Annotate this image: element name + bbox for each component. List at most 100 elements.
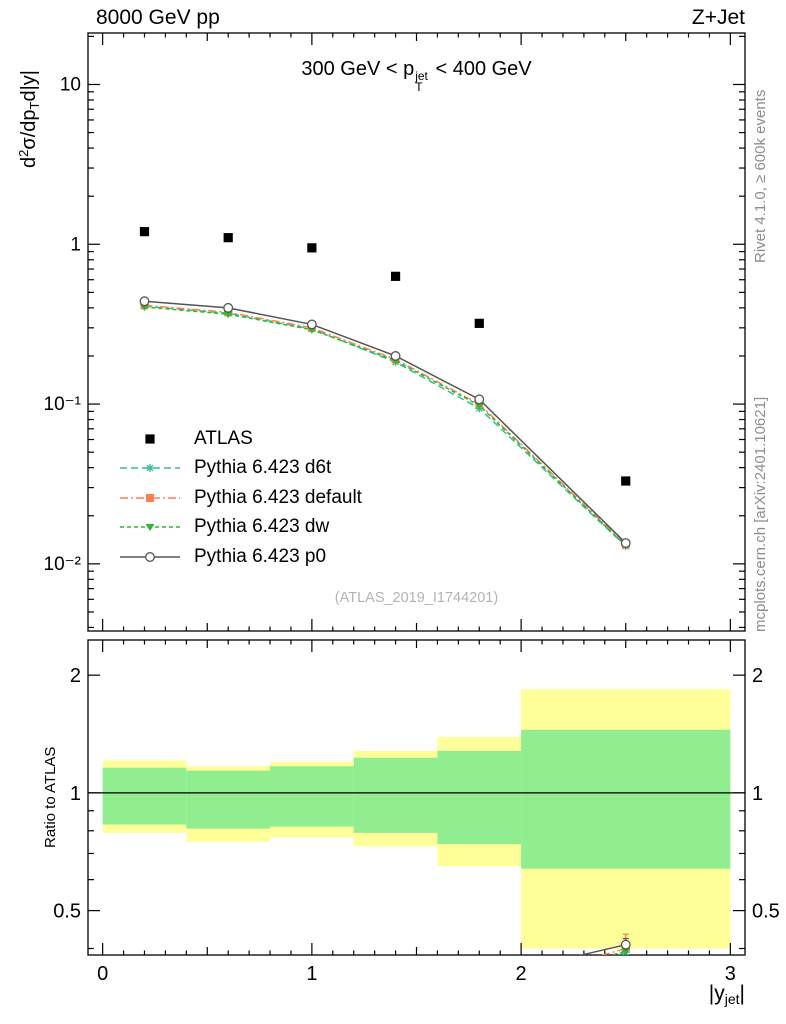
data-marker-triangle-down [140, 974, 149, 981]
data-marker-triangle-down [139, 304, 149, 312]
data-marker-circle-open [391, 983, 400, 992]
xlabel-pre: |y [708, 982, 725, 1005]
data-marker-square [307, 243, 317, 253]
ratio-line-pythia-6-423-p0 [578, 944, 626, 955]
series-line-pythia-6-423-dw [144, 306, 627, 547]
uncertainty-band-green [437, 750, 522, 845]
main-y-axis-label: d2σ/dpTd|y| [16, 70, 42, 168]
data-marker-triangle-down [224, 977, 233, 984]
data-marker-square [224, 972, 232, 980]
mcplots-arxiv-note: mcplots.cern.ch [arXiv:2401.10621] [752, 396, 769, 632]
legend-label-dw: Pythia 6.423 dw [194, 516, 330, 538]
uncertainty-band-green [270, 766, 354, 827]
data-marker-circle-open [620, 538, 631, 548]
data-marker-triangle-down [391, 996, 400, 1003]
ratio-y-axis-label: Ratio to ATLAS [42, 746, 59, 848]
data-marker-square [474, 318, 484, 328]
data-marker-circle-open [224, 960, 233, 969]
series-line-pythia-6-423-p0 [144, 300, 627, 544]
data-marker-triangle-down [223, 311, 233, 319]
ratio-y-tick-label-left: 0.5 [53, 901, 81, 923]
data-marker-square [140, 969, 148, 977]
data-marker-star [392, 999, 400, 1007]
ylabel-mid: σ/dp [18, 109, 40, 150]
x-tick-label: 1 [306, 963, 317, 985]
ratio-series-group [140, 933, 631, 1007]
cut-title-pre: 300 GeV < p [301, 58, 415, 80]
ratio-y-tick-label-right: 0.5 [752, 901, 780, 923]
x-tick-label: 0 [97, 963, 108, 985]
data-marker-star [146, 464, 154, 473]
cut-title-sub: T [415, 80, 423, 95]
legend-label-default: Pythia 6.423 default [194, 486, 362, 508]
x-tick-label: 2 [516, 963, 527, 985]
ylabel-post: d|y| [18, 70, 40, 102]
main-y-tick-label: 10⁻¹ [44, 394, 82, 415]
legend-sample-default-icon [120, 493, 180, 502]
data-marker-circle-open [145, 551, 155, 562]
data-marker-square [475, 986, 483, 994]
data-marker-circle-open [475, 975, 484, 984]
ratio-y-tick-label-right: 2 [752, 665, 763, 687]
legend-row-default: Pythia 6.423 default [118, 483, 362, 513]
ratio-line-pythia-6-423-d6t [615, 951, 626, 955]
xlabel-sub: jet [724, 991, 740, 1007]
data-marker-circle-open [306, 319, 317, 330]
ratio-bands [102, 689, 731, 949]
analysis-id-watermark: (ATLAS_2019_I1744201) [334, 590, 499, 606]
uncertainty-band-green [102, 767, 187, 825]
ylabel-sup: 2 [16, 149, 31, 157]
main-y-tick-label: 1 [70, 234, 81, 255]
legend-label-atlas: ATLAS [194, 427, 253, 449]
data-marker-square [223, 233, 233, 243]
cut-title: 300 GeV < p jet T < 400 GeV [88, 58, 745, 94]
pt-jet-stack: jet T [415, 69, 428, 95]
data-marker-triangle-down [475, 991, 484, 998]
data-marker-square [139, 227, 150, 237]
main-y-tick-label: 10 [60, 74, 81, 95]
cut-title-post: < 400 GeV [429, 58, 532, 80]
data-marker-star [308, 988, 316, 996]
data-marker-square [390, 271, 401, 281]
ylabel-sub: T [27, 101, 42, 110]
legend-label-p0: Pythia 6.423 p0 [194, 545, 327, 567]
data-marker-square [621, 476, 631, 486]
uncertainty-band-green [186, 770, 271, 829]
legend-sample-atlas-icon [145, 434, 155, 444]
rivet-version-note: Rivet 4.1.0, ≥ 600k events [752, 89, 769, 263]
data-marker-star [140, 971, 148, 979]
ylabel-pre: d [18, 156, 40, 168]
data-marker-circle-open [223, 302, 234, 313]
legend-sample-p0-icon [120, 551, 180, 562]
legend-sample-dw-icon [120, 524, 180, 532]
data-marker-triangle-down [474, 402, 484, 410]
legend-row-atlas: ATLAS [118, 424, 362, 454]
data-marker-square [308, 985, 316, 993]
uncertainty-band-green [521, 729, 731, 869]
xlabel-post: | [739, 982, 745, 1005]
beam-energy-title: 8000 GeV pp [96, 6, 220, 29]
legend-label-d6t: Pythia 6.423 d6t [194, 457, 332, 479]
data-marker-circle-open [620, 939, 631, 950]
series-line-pythia-6-423-default [144, 304, 627, 546]
data-marker-star [224, 974, 232, 982]
data-marker-circle-open [139, 296, 150, 307]
legend: ATLAS Pythia 6.423 d6t Pythia 6.423 defa… [118, 424, 362, 572]
uncertainty-band-green [353, 757, 438, 833]
data-marker-square [146, 493, 154, 502]
legend-row-dw: Pythia 6.423 dw [118, 513, 362, 543]
x-tick-label: 3 [725, 963, 736, 985]
ratio-line-pythia-6-423-default [600, 947, 626, 955]
data-marker-square [392, 992, 400, 1000]
ratio-y-tick-label-right: 1 [752, 783, 763, 805]
main-y-tick-label: 10⁻² [44, 554, 82, 575]
data-marker-star [475, 997, 483, 1005]
cut-title-sup: jet [415, 69, 428, 83]
data-marker-circle-open [140, 959, 149, 968]
data-marker-circle-open [474, 394, 485, 405]
legend-row-d6t: Pythia 6.423 d6t [118, 454, 362, 484]
data-marker-triangle-down [145, 524, 155, 532]
ratio-y-tick-label-left: 1 [70, 783, 81, 805]
ratio-y-tick-label-left: 2 [70, 665, 81, 687]
